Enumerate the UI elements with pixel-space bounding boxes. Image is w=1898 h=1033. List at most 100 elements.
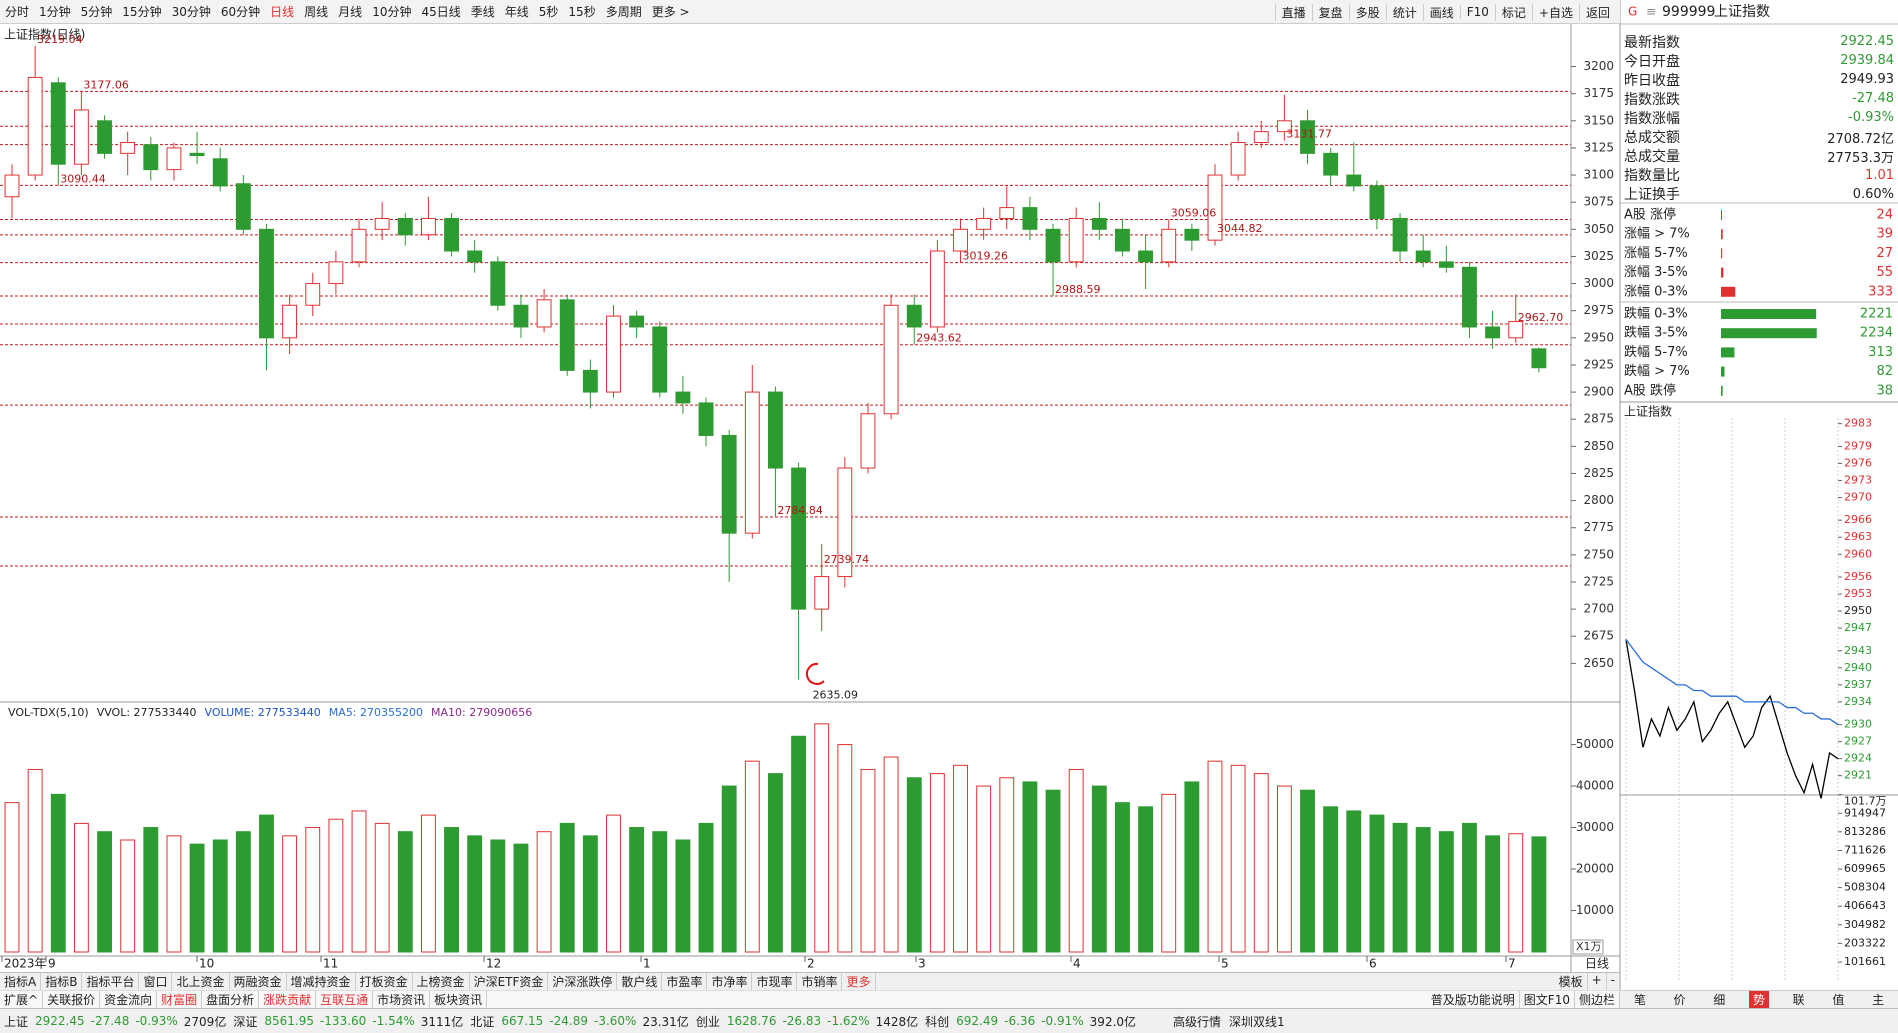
toolbar-button[interactable]: 45日线	[421, 5, 461, 19]
volume-bar	[1300, 789, 1315, 953]
toolbar-button[interactable]: 日线	[270, 5, 295, 19]
toolbar-button[interactable]: 60分钟	[220, 5, 261, 19]
toolbar-button[interactable]: 5分钟	[80, 5, 113, 19]
toolbar-button[interactable]: 返回	[1578, 3, 1616, 21]
tab[interactable]: 扩展^	[0, 991, 44, 1008]
toolbar-button[interactable]: 30分钟	[171, 5, 211, 19]
breadth-value: 39	[1876, 227, 1893, 242]
toolbar-button[interactable]: 10分钟	[372, 5, 412, 19]
toolbar-button[interactable]: +自选	[1531, 3, 1579, 21]
tab[interactable]: 图文F10	[1520, 991, 1575, 1008]
tab[interactable]: 普及版功能说明	[1427, 991, 1520, 1008]
panel-tab[interactable]: 主	[1872, 993, 1885, 1007]
toolbar-button[interactable]: 统计	[1385, 3, 1423, 21]
tab[interactable]: 市场资讯	[373, 991, 431, 1008]
toolbar-button[interactable]: 月线	[338, 5, 363, 19]
tab[interactable]: 资金流向	[100, 991, 158, 1008]
y-tick-label: 711626	[1844, 843, 1886, 856]
quote-row: 指数涨跌 -27.48	[1624, 89, 1894, 108]
price-annotation: 3219.04	[37, 33, 82, 46]
candle-body	[73, 109, 89, 165]
toolbar-button[interactable]: 周线	[304, 5, 329, 19]
tab[interactable]: 沪深涨跌停	[548, 973, 618, 990]
toolbar-button[interactable]: 15分钟	[122, 5, 162, 19]
breadth-value: 55	[1876, 265, 1893, 280]
tab[interactable]: 两融资金	[230, 973, 287, 990]
candle-body	[976, 217, 992, 230]
tab[interactable]: 市净率	[707, 973, 753, 990]
y-tick-label: 2950	[1844, 604, 1872, 617]
x-tick-label: 2	[807, 957, 815, 971]
tab[interactable]: 指标A	[0, 973, 42, 990]
tab[interactable]: 更多	[842, 973, 876, 990]
toolbar-button[interactable]: 直播	[1274, 3, 1312, 21]
volume-bar	[744, 760, 760, 953]
candle-body	[328, 261, 344, 285]
tab[interactable]: 散户线	[617, 973, 663, 990]
tab[interactable]: 互联互通	[316, 991, 374, 1008]
candle-body	[1022, 207, 1038, 230]
y-tick-label: 914947	[1844, 806, 1886, 819]
status-item[interactable]: 深圳双线1	[1229, 1014, 1285, 1029]
panel-tab[interactable]: 细	[1713, 993, 1726, 1007]
panel-tab[interactable]: 价	[1673, 993, 1686, 1007]
volume-bar	[189, 843, 205, 953]
tab[interactable]: 市现率	[752, 973, 798, 990]
panel-tab[interactable]: 值	[1832, 993, 1845, 1007]
tab[interactable]: 指标B	[41, 973, 83, 990]
candle-body	[1508, 321, 1524, 339]
y-tick-label: 2850	[1583, 439, 1614, 453]
tab[interactable]: 窗口	[139, 973, 173, 990]
toolbar-button[interactable]: 季线	[470, 5, 495, 19]
candle-body	[906, 304, 922, 328]
tab[interactable]: 关联报价	[43, 991, 101, 1008]
toolbar-button[interactable]: 15秒	[568, 5, 596, 19]
panel-tab[interactable]: 联	[1792, 993, 1805, 1007]
candle-body	[467, 250, 483, 263]
panel-tab[interactable]: 笔	[1633, 993, 1646, 1007]
toolbar-button[interactable]: 更多 >	[651, 5, 690, 19]
quote-row: 上证换手 0.60%	[1624, 185, 1894, 204]
toolbar-button[interactable]: 标记	[1494, 3, 1532, 21]
toolbar-button[interactable]: 多股	[1348, 3, 1386, 21]
tab[interactable]: 上榜资金	[413, 973, 470, 990]
tab[interactable]: 市盈率	[662, 973, 708, 990]
toolbar-button[interactable]: 复盘	[1311, 3, 1349, 21]
tab[interactable]: 增减持资金	[287, 973, 356, 990]
toolbar-button[interactable]: 多周期	[605, 5, 642, 19]
tab[interactable]: 盘面分析	[202, 991, 260, 1008]
candle-body	[1045, 228, 1061, 263]
toolbar-button[interactable]: 5秒	[538, 5, 559, 19]
volume-bar	[1462, 822, 1477, 953]
market-value: 8561.95	[264, 1014, 314, 1028]
volume-bar	[513, 843, 529, 953]
toolbar-button[interactable]: 分时	[5, 5, 30, 19]
tab[interactable]: 模板	[1555, 973, 1588, 990]
tab[interactable]: 市销率	[797, 973, 843, 990]
tab[interactable]: 涨跌贡献	[259, 991, 317, 1008]
volume-title: VOL-TDX(5,10)	[8, 705, 89, 719]
toolbar-button[interactable]: 画线	[1422, 3, 1460, 21]
status-item[interactable]: 高级行情	[1173, 1014, 1222, 1029]
tab[interactable]: 打板资金	[356, 973, 413, 990]
candle-body	[374, 217, 390, 230]
toolbar-button[interactable]: 1分钟	[39, 5, 71, 19]
volume-bar	[1184, 781, 1200, 953]
tab[interactable]: +	[1588, 973, 1607, 990]
panel-tab[interactable]: 势	[1748, 991, 1769, 1008]
toolbar-button[interactable]: F10	[1459, 5, 1495, 19]
candle-body	[259, 228, 274, 339]
quote-row: 最新指数 2922.45	[1624, 32, 1894, 51]
y-tick-label: 2975	[1583, 303, 1614, 317]
tab[interactable]: 侧边栏	[1575, 991, 1620, 1008]
low-marker	[805, 662, 825, 685]
tab[interactable]: 指标平台	[82, 973, 140, 990]
x-tick-label: 6	[1369, 957, 1377, 971]
tab[interactable]: 北上资金	[172, 973, 230, 990]
tab[interactable]: 板块资讯	[430, 991, 488, 1008]
toolbar-button[interactable]: 年线	[504, 5, 529, 19]
tab[interactable]: 沪深ETF资金	[470, 973, 549, 990]
tab[interactable]: -	[1607, 973, 1620, 990]
tab[interactable]: 财富圈	[157, 991, 203, 1008]
candle-body	[420, 217, 436, 236]
